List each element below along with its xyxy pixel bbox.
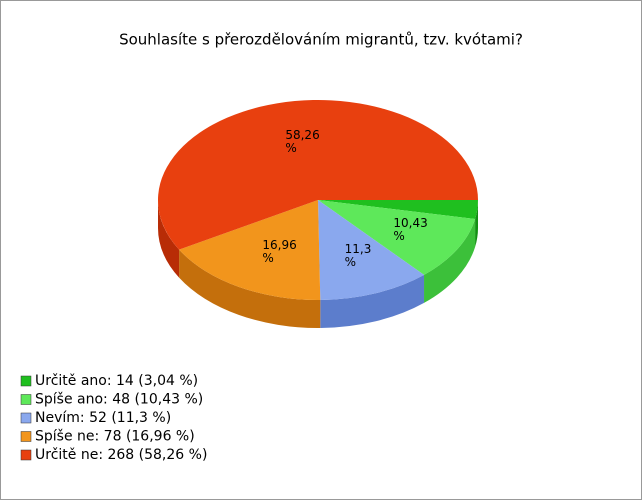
slice-side xyxy=(475,200,478,247)
legend-swatch xyxy=(20,394,32,405)
slice xyxy=(179,200,321,300)
slice-side xyxy=(179,249,321,328)
chart-title: Souhlasíte s přerozdělováním migrantů, t… xyxy=(119,31,523,49)
legend-swatch xyxy=(20,449,32,461)
slice-side xyxy=(158,200,180,278)
legend-swatch xyxy=(20,375,32,387)
slice xyxy=(318,200,478,219)
slice-side xyxy=(320,274,425,328)
legend-label: Spíše ne: 78 (16,96 %) xyxy=(35,429,195,445)
slice xyxy=(318,200,476,275)
slice xyxy=(318,200,425,300)
legend-label: Určitě ano: 14 (3,04 %) xyxy=(35,373,198,389)
data-label: 16,96 % xyxy=(262,238,297,266)
legend-swatch xyxy=(20,431,32,442)
data-label: 11,3 % xyxy=(344,241,372,269)
legend-label: Spíše ano: 48 (10,43 %) xyxy=(35,392,203,408)
data-label: 10,43 % xyxy=(393,215,428,243)
slice xyxy=(158,99,478,250)
slice-side xyxy=(424,218,476,303)
legend-label: Určitě ne: 268 (58,26 %) xyxy=(35,447,207,463)
legend-label: Nevím: 52 (11,3 %) xyxy=(35,410,171,426)
legend-swatch xyxy=(20,412,32,424)
data-label: 58,26 % xyxy=(285,128,320,155)
